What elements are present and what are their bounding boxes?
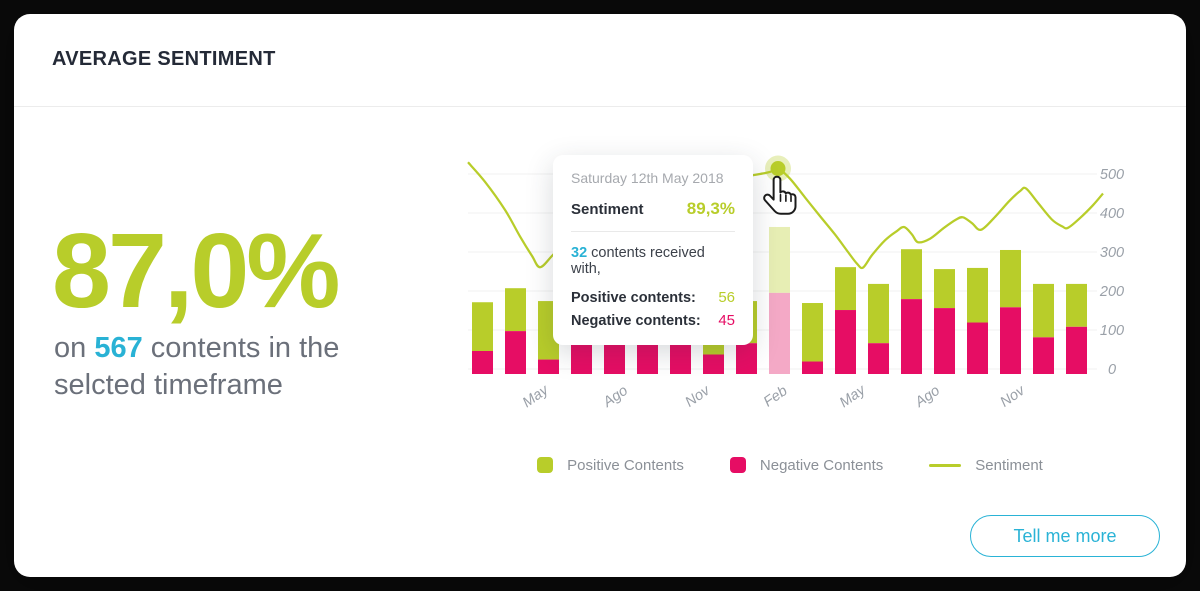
bar-positive — [1000, 249, 1021, 308]
bar-negative — [1000, 307, 1021, 374]
tooltip-negative-value: 45 — [718, 312, 735, 329]
bar-positive — [868, 283, 889, 344]
tooltip-received-text: contents received with, — [571, 245, 705, 277]
bar-negative — [1033, 337, 1054, 374]
tooltip-positive-value: 56 — [718, 289, 735, 306]
tooltip-sentiment-row: Sentiment 89,3% — [571, 199, 735, 219]
bar-positive — [472, 302, 493, 351]
chart-tooltip: Saturday 12th May 2018 Sentiment 89,3% 3… — [553, 155, 753, 345]
bar-negative — [637, 342, 658, 374]
positive-swatch-icon — [537, 457, 554, 473]
legend-item-positive[interactable]: Positive Contents — [537, 457, 684, 474]
y-axis-tick: 500 — [1100, 167, 1124, 183]
bar-negative — [868, 343, 889, 374]
cursor-hand-icon — [763, 175, 797, 215]
sentiment-description-line1: on 567 contents in the — [54, 330, 339, 367]
tooltip-sentiment-label: Sentiment — [571, 201, 644, 218]
bar-positive — [967, 267, 988, 323]
card-header: AVERAGE SENTIMENT — [14, 14, 1186, 107]
x-axis-tick: May — [837, 382, 869, 411]
marker-dot — [770, 161, 786, 177]
y-axis-tick: 100 — [1100, 323, 1124, 339]
y-axis-tick: 0 — [1108, 362, 1116, 378]
y-axis-tick: 300 — [1100, 245, 1124, 261]
legend-sentiment-label: Sentiment — [975, 456, 1043, 474]
sentiment-description-line2: selcted timeframe — [54, 369, 283, 401]
x-axis-tick: May — [520, 382, 552, 411]
tell-me-more-button[interactable]: Tell me more — [970, 515, 1160, 557]
x-axis-tick: Feb — [761, 383, 791, 410]
bar-positive — [835, 267, 856, 311]
desc-prefix: on — [54, 332, 95, 364]
bar-negative — [505, 331, 526, 374]
tooltip-received-line: 32 contents received with, — [571, 245, 735, 277]
bar-negative — [1066, 326, 1087, 374]
page-title: AVERAGE SENTIMENT — [52, 48, 276, 70]
x-axis-tick: Ago — [600, 383, 631, 411]
bar-positive — [1033, 283, 1054, 338]
y-axis-tick: 400 — [1100, 206, 1124, 222]
bar-negative — [802, 361, 823, 374]
bar-negative — [835, 310, 856, 374]
tooltip-divider — [571, 231, 735, 232]
x-axis-tick: Nov — [683, 382, 714, 410]
bar-positive — [505, 288, 526, 332]
sentiment-description: on 567 contents in the selcted timeframe — [54, 330, 339, 404]
average-sentiment-card: AVERAGE SENTIMENT 87,0% on 567 contents … — [14, 14, 1186, 577]
bar-positive — [934, 269, 955, 309]
x-axis-tick: Ago — [912, 383, 943, 411]
bar-positive-highlighted — [769, 226, 790, 293]
negative-swatch-icon — [729, 457, 746, 473]
legend-item-sentiment[interactable]: Sentiment — [929, 457, 1043, 474]
bar-negative — [967, 322, 988, 374]
tooltip-date: Saturday 12th May 2018 — [571, 170, 724, 186]
bar-negative — [472, 350, 493, 374]
bar-negative — [703, 354, 724, 374]
tooltip-negative-row: Negative contents: 45 — [571, 312, 735, 329]
desc-suffix: contents in the — [142, 332, 340, 364]
sentiment-line-swatch-icon — [929, 463, 962, 467]
bar-negative — [901, 299, 922, 374]
sentiment-percentage: 87,0% — [52, 212, 341, 330]
legend-item-negative[interactable]: Negative Contents — [729, 456, 884, 474]
chart-legend: Positive Contents Negative Contents Sent… — [460, 450, 1120, 480]
x-axis-tick: Nov — [998, 382, 1029, 410]
bar-negative — [736, 343, 757, 374]
legend-negative-label: Negative Contents — [759, 456, 884, 474]
bar-negative — [934, 308, 955, 374]
bar-positive — [1066, 283, 1087, 327]
y-axis-tick: 200 — [1099, 284, 1124, 300]
tooltip-sentiment-value: 89,3% — [686, 199, 735, 218]
tooltip-positive-row: Positive contents: 56 — [571, 289, 735, 306]
tooltip-content-count: 32 — [571, 245, 588, 261]
bar-positive — [901, 249, 922, 300]
bar-negative-highlighted — [769, 292, 790, 374]
content-count: 567 — [94, 332, 143, 364]
bar-positive — [802, 303, 823, 362]
legend-positive-label: Positive Contents — [567, 456, 684, 474]
bar-negative — [538, 359, 559, 374]
tooltip-negative-label: Negative contents: — [571, 313, 701, 329]
tooltip-positive-label: Positive contents: — [571, 290, 696, 306]
